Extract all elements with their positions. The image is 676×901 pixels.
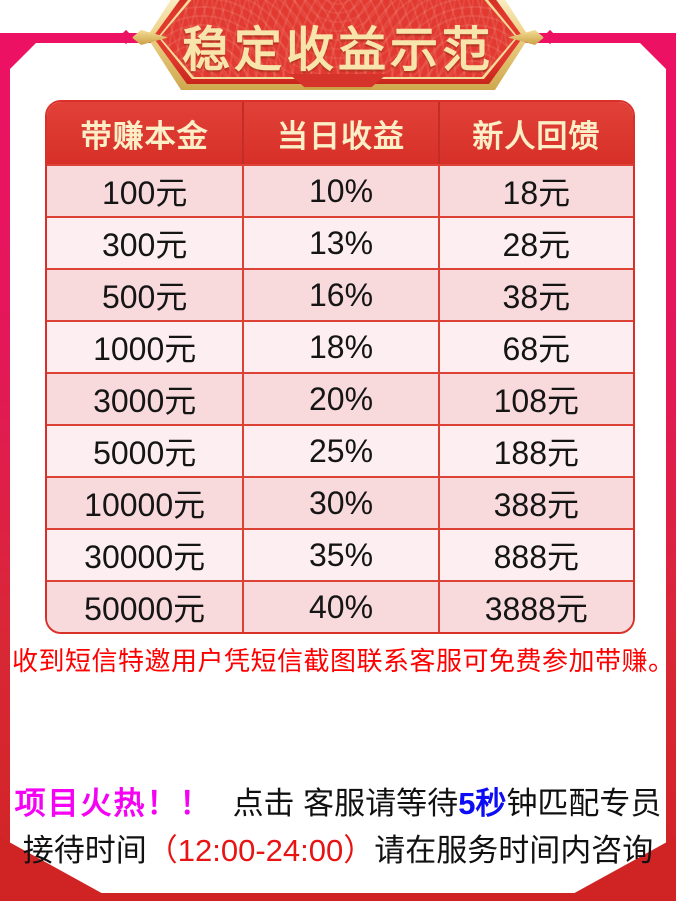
- table-cell-daily-income: 18%: [242, 320, 438, 372]
- footer-info: 项目火热！！ 点击 客服请等待5秒钟匹配专员 接待时间（12:00-24:00）请…: [0, 781, 676, 874]
- table-cell-daily-income: 16%: [242, 268, 438, 320]
- sms-invite-notice: 收到短信特邀用户凭短信截图联系客服可免费参加带赚。: [12, 646, 675, 676]
- table-cell-newcomer-reward: 68元: [437, 320, 633, 372]
- footer-line-1: 项目火热！！ 点击 客服请等待5秒钟匹配专员: [0, 781, 676, 828]
- table-cell-daily-income: 10%: [242, 164, 438, 216]
- table-header: 带赚本金 当日收益 新人回馈: [47, 102, 633, 164]
- footer-line-2: 接待时间（12:00-24:00）请在服务时间内咨询: [0, 828, 676, 875]
- banner-red-pattern-panel: [160, 0, 516, 77]
- table-cell-daily-income: 25%: [242, 424, 438, 476]
- table-cell-principal: 3000元: [47, 372, 243, 424]
- table-row: 5000元 25% 188元: [47, 424, 633, 476]
- table-cell-principal: 10000元: [47, 476, 243, 528]
- table-row: 300元 13% 28元: [47, 216, 633, 268]
- table-cell-newcomer-reward: 18元: [437, 164, 633, 216]
- table-cell-newcomer-reward: 28元: [437, 216, 633, 268]
- table-body: 100元 10% 18元 300元 13% 28元 500元 16% 38元 1…: [47, 164, 633, 632]
- table-cell-newcomer-reward: 388元: [437, 476, 633, 528]
- frame-right-border: [666, 33, 676, 901]
- income-table: 带赚本金 当日收益 新人回馈 100元 10% 18元 300元 13% 28元…: [45, 100, 635, 634]
- header-newcomer-reward: 新人回馈: [437, 102, 633, 164]
- table-row: 10000元 30% 388元: [47, 476, 633, 528]
- table-cell-daily-income: 20%: [242, 372, 438, 424]
- table-cell-newcomer-reward: 38元: [437, 268, 633, 320]
- table-cell-newcomer-reward: 108元: [437, 372, 633, 424]
- click-service-text: 点击 客服请等待: [232, 786, 459, 821]
- header-daily-income: 当日收益: [242, 102, 438, 164]
- banner-ribbon-tab: [289, 74, 387, 89]
- table-row: 50000元 40% 3888元: [47, 580, 633, 632]
- table-cell-principal: 5000元: [47, 424, 243, 476]
- table-row: 500元 16% 38元: [47, 268, 633, 320]
- table-cell-daily-income: 40%: [242, 580, 438, 632]
- table-cell-newcomer-reward: 188元: [437, 424, 633, 476]
- table-cell-daily-income: 30%: [242, 476, 438, 528]
- table-cell-principal: 1000元: [47, 320, 243, 372]
- table-cell-daily-income: 13%: [242, 216, 438, 268]
- table-cell-principal: 300元: [47, 216, 243, 268]
- table-cell-newcomer-reward: 3888元: [437, 580, 633, 632]
- banner-title: 稳定收益示范: [181, 24, 494, 77]
- table-cell-principal: 100元: [47, 164, 243, 216]
- frame-chamfer-top-left: [0, 33, 46, 79]
- header-principal: 带赚本金: [47, 102, 243, 164]
- table-cell-newcomer-reward: 888元: [437, 528, 633, 580]
- table-row: 3000元 20% 108元: [47, 372, 633, 424]
- table-row: 1000元 18% 68元: [47, 320, 633, 372]
- table-cell-daily-income: 35%: [242, 528, 438, 580]
- banner: 稳定收益示范: [118, 0, 558, 90]
- table-cell-principal: 50000元: [47, 580, 243, 632]
- service-hours-prefix: 接待时间: [22, 832, 147, 868]
- wait-seconds-label: 5秒: [458, 786, 507, 821]
- table-cell-principal: 500元: [47, 268, 243, 320]
- frame-left-border: [0, 33, 10, 901]
- service-hours-suffix: 请在服务时间内咨询: [374, 832, 654, 868]
- table-row: 30000元 35% 888元: [47, 528, 633, 580]
- project-hot-label: 项目火热！！: [14, 786, 213, 821]
- frame-bottom-border: [0, 893, 676, 901]
- service-hours-value: （12:00-24:00）: [146, 832, 375, 868]
- table-row: 100元 10% 18元: [47, 164, 633, 216]
- table-cell-principal: 30000元: [47, 528, 243, 580]
- match-specialist-text: 钟匹配专员: [506, 786, 662, 821]
- table-header-row: 带赚本金 当日收益 新人回馈: [47, 102, 633, 164]
